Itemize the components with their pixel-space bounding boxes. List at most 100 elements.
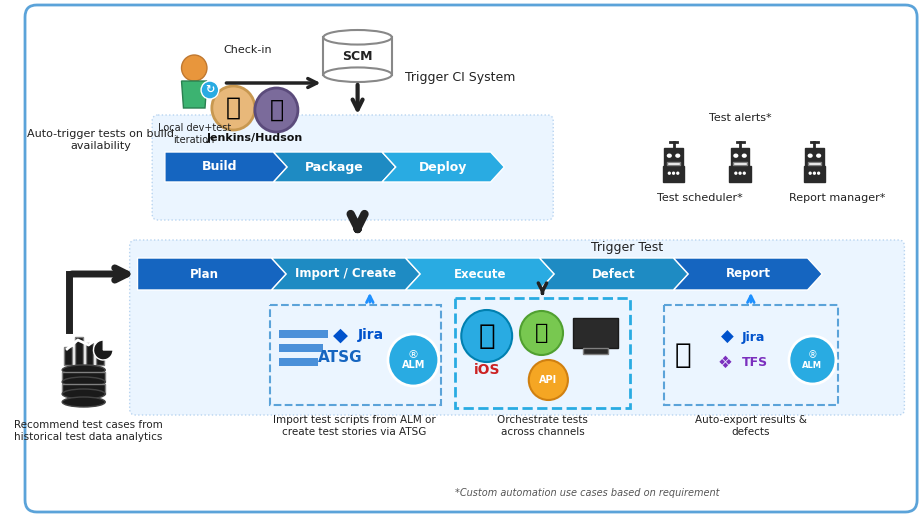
Text: Report manager*: Report manager* [788,193,885,203]
Bar [663,166,684,181]
Circle shape [734,172,738,175]
Text: Auto-export results &
defects: Auto-export results & defects [695,415,807,436]
Text: Check-in: Check-in [223,45,272,55]
Polygon shape [674,258,822,290]
Ellipse shape [62,389,105,399]
Bar [455,298,630,408]
Text: Trigger Test: Trigger Test [590,241,663,254]
Text: 👨: 👨 [226,96,241,120]
Text: ALM: ALM [802,360,822,370]
Polygon shape [182,81,207,108]
Text: Test alerts*: Test alerts* [709,113,772,123]
Circle shape [676,172,680,175]
Text: Local dev+test
iteration: Local dev+test iteration [158,123,230,145]
Polygon shape [406,258,554,290]
Bar [573,318,618,348]
FancyBboxPatch shape [152,115,553,220]
Text: ◆: ◆ [333,326,348,344]
Bar [804,166,825,181]
Ellipse shape [808,154,813,158]
Bar [269,305,441,405]
Ellipse shape [62,377,105,387]
Circle shape [212,86,254,130]
Text: ↻: ↻ [206,85,215,95]
Text: 🐞: 🐞 [675,341,692,369]
Polygon shape [539,258,688,290]
Bar [730,148,750,166]
Circle shape [742,172,746,175]
Text: iOS: iOS [474,363,500,377]
Circle shape [461,310,512,362]
Bar [279,330,328,338]
Text: Recommend test cases from
historical test data analytics: Recommend test cases from historical tes… [14,420,163,442]
Polygon shape [165,152,287,182]
Ellipse shape [733,154,739,158]
Bar [279,344,324,352]
Text: 🌐: 🌐 [479,322,495,350]
Text: Deploy: Deploy [419,160,467,174]
Bar [62,372,105,382]
Text: *Custom automation use cases based on requirement: *Custom automation use cases based on re… [455,488,720,498]
Ellipse shape [62,397,105,407]
Bar [729,166,751,181]
Text: 🤖: 🤖 [535,323,549,343]
Text: Trigger CI System: Trigger CI System [405,71,515,84]
Bar [664,305,838,405]
Circle shape [520,311,563,355]
Ellipse shape [324,30,392,44]
Text: Execute: Execute [454,267,506,281]
Ellipse shape [675,154,680,158]
Bar [734,162,747,165]
Polygon shape [382,152,504,182]
Text: ®: ® [408,350,419,360]
Ellipse shape [667,154,672,158]
Text: Jira: Jira [742,330,765,343]
Circle shape [201,81,219,99]
Bar [583,348,608,354]
FancyBboxPatch shape [25,5,917,512]
Text: ATSG: ATSG [318,349,362,364]
Bar [97,350,104,365]
Bar [808,162,821,165]
Circle shape [388,334,439,386]
Text: TFS: TFS [742,357,768,370]
Circle shape [529,360,568,400]
Text: Build: Build [201,160,237,174]
Wedge shape [93,340,113,360]
Polygon shape [137,258,286,290]
Ellipse shape [62,365,105,375]
Polygon shape [274,152,396,182]
Text: Defect: Defect [592,267,635,281]
Text: Plan: Plan [190,267,219,281]
Ellipse shape [816,154,822,158]
Ellipse shape [741,154,747,158]
Text: ®: ® [808,350,817,360]
Circle shape [668,172,671,175]
Bar [664,148,683,166]
Text: ❖: ❖ [718,354,733,372]
Text: SCM: SCM [342,51,372,64]
Bar [62,384,105,394]
Bar [279,358,318,366]
Text: Package: Package [305,160,364,174]
Text: Import / Create: Import / Create [295,267,396,281]
Circle shape [789,336,836,384]
Polygon shape [271,258,420,290]
Bar [805,148,823,166]
FancyBboxPatch shape [130,240,904,415]
Text: Test scheduler*: Test scheduler* [657,193,743,203]
Text: ALM: ALM [402,360,425,370]
Circle shape [182,55,207,81]
Text: 🧔: 🧔 [269,98,283,122]
Bar [324,37,392,75]
Text: Auto-trigger tests on build
availability: Auto-trigger tests on build availability [27,129,174,151]
Text: ◆: ◆ [721,328,734,346]
Circle shape [809,172,811,175]
Bar [65,347,72,365]
Text: Jenkins/Hudson: Jenkins/Hudson [207,133,303,143]
Text: Report: Report [726,267,771,281]
Ellipse shape [324,67,392,82]
Circle shape [672,172,675,175]
Circle shape [739,172,741,175]
Bar [86,343,93,365]
